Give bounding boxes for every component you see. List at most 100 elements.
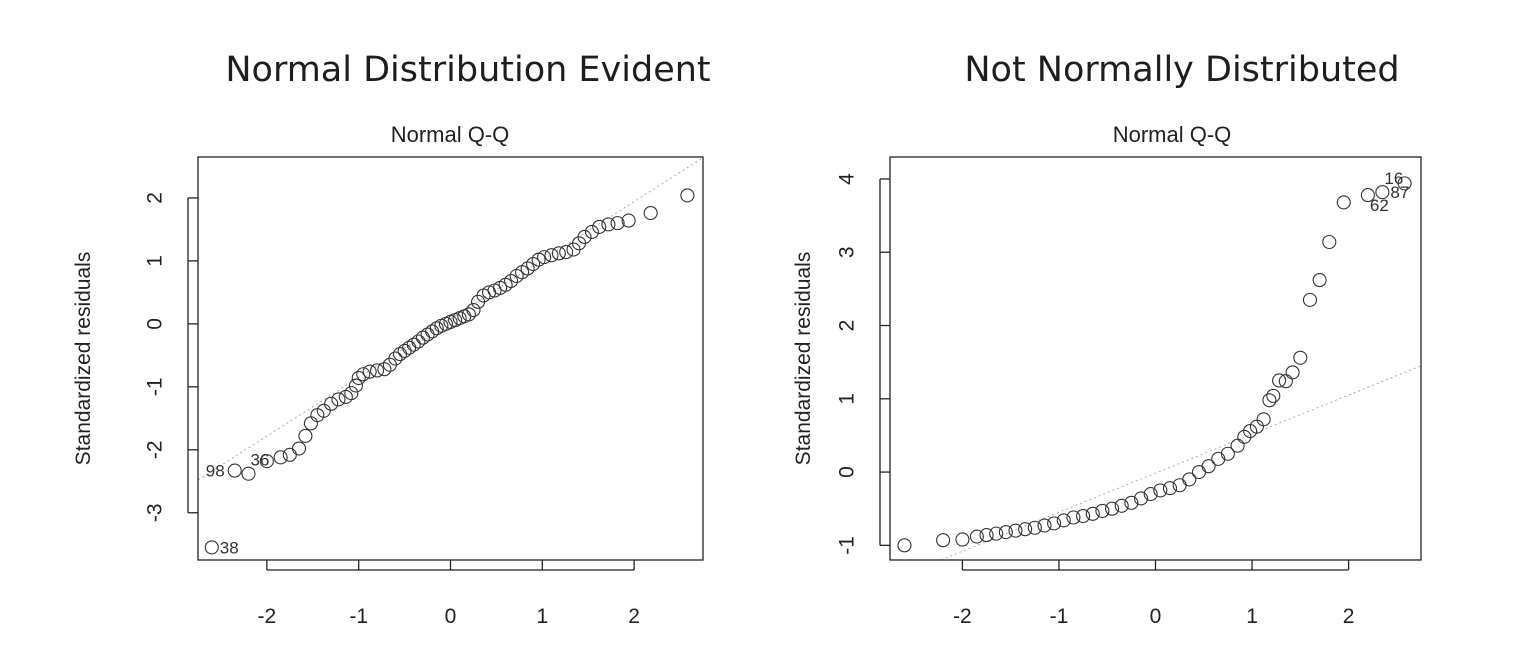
- point-annotation: 38: [220, 538, 239, 557]
- data-point: [344, 386, 359, 401]
- data-point: [592, 219, 607, 234]
- data-point: [1312, 273, 1327, 288]
- data-point: [388, 351, 403, 366]
- data-point: [420, 327, 435, 342]
- data-point: [1243, 423, 1258, 439]
- data-point: [1162, 481, 1178, 496]
- data-point: [204, 540, 219, 555]
- data-point: [1220, 446, 1235, 461]
- data-point: [1018, 522, 1033, 537]
- data-point: [1076, 508, 1091, 524]
- data-point: [537, 250, 552, 265]
- plot-area: [198, 157, 703, 555]
- data-point: [1375, 185, 1390, 200]
- data-point: [1201, 459, 1216, 474]
- plot-frame: [889, 156, 1422, 561]
- data-point: [1237, 429, 1252, 444]
- x-tick-label: 0: [445, 605, 457, 628]
- x-tick-label: -1: [1050, 605, 1069, 628]
- data-point: [298, 428, 313, 444]
- data-point: [1085, 506, 1100, 521]
- data-point: [1322, 234, 1337, 250]
- data-point: [969, 529, 984, 544]
- data-point: [1230, 438, 1245, 453]
- y-axis-label: Standardized residuals: [792, 252, 815, 466]
- data-point: [1285, 365, 1300, 380]
- y-tick-label: 3: [835, 246, 858, 258]
- data-point: [998, 525, 1013, 540]
- data-point: [979, 528, 994, 543]
- data-point: [504, 273, 519, 289]
- data-point: [1066, 510, 1081, 525]
- data-point: [324, 396, 339, 411]
- data-point: [397, 343, 412, 358]
- x-tick-label: 0: [1150, 605, 1162, 628]
- data-point: [559, 245, 574, 260]
- data-point: [411, 334, 426, 349]
- data-point: [348, 378, 363, 393]
- data-point: [377, 362, 392, 377]
- chart-title: Not Normally Distributed: [964, 50, 1400, 90]
- data-point: [621, 213, 636, 228]
- data-point: [1124, 495, 1139, 510]
- data-point: [425, 324, 440, 339]
- data-point: [643, 205, 658, 221]
- data-point: [351, 370, 366, 386]
- data-point: [955, 532, 970, 547]
- x-tick-label: 2: [628, 605, 640, 628]
- data-point: [1153, 483, 1168, 498]
- point-annotation: 36: [251, 451, 270, 470]
- x-tick-label: 2: [1343, 605, 1355, 628]
- data-point: [610, 216, 625, 231]
- data-point: [1397, 176, 1412, 191]
- reference-line: [939, 365, 1421, 560]
- data-point: [1008, 523, 1023, 538]
- x-tick-label: -1: [349, 605, 368, 628]
- data-point: [356, 367, 371, 382]
- data-point: [1047, 516, 1062, 531]
- point-annotation: 62: [1370, 196, 1389, 215]
- y-tick-label: 1: [143, 255, 166, 267]
- data-point: [1302, 292, 1318, 307]
- y-tick-label: -2: [143, 440, 166, 459]
- data-point: [282, 447, 297, 462]
- y-tick-label: 0: [835, 466, 858, 478]
- y-tick-label: 4: [835, 173, 858, 185]
- data-point: [406, 337, 421, 352]
- data-point: [584, 224, 599, 239]
- chart-panel-left: Normal Distribution Evident Normal Q-Q St…: [72, 50, 711, 628]
- data-point: [1095, 503, 1110, 518]
- point-annotation: 16: [1384, 169, 1403, 188]
- data-point: [1143, 487, 1158, 502]
- data-point: [1266, 388, 1281, 403]
- data-point: [601, 217, 616, 232]
- data-point: [1105, 501, 1120, 516]
- data-point: [461, 307, 476, 322]
- data-point: [241, 466, 256, 481]
- y-tick-label: 0: [143, 318, 166, 330]
- data-point: [1191, 465, 1206, 480]
- data-point: [680, 188, 695, 203]
- data-point: [577, 229, 592, 245]
- y-tick-label: -1: [143, 377, 166, 396]
- x-tick-label: -2: [258, 605, 277, 628]
- qq-plot-left: Normal Q-Q Standardized residuals -2 -1 0 1 2 -…: [72, 122, 704, 628]
- point-annotation: 98: [206, 462, 225, 481]
- plot-frame: [197, 156, 704, 561]
- data-point: [331, 392, 346, 407]
- data-point: [1172, 478, 1187, 493]
- data-point: [520, 261, 535, 276]
- data-point: [466, 302, 481, 318]
- chart-title: Normal Distribution Evident: [225, 50, 711, 90]
- data-point: [227, 463, 242, 478]
- plot-subtitle: Normal Q-Q: [1113, 122, 1232, 147]
- plot-subtitle: Normal Q-Q: [391, 122, 510, 147]
- data-point: [1211, 451, 1226, 466]
- data-point: [544, 248, 559, 263]
- data-point: [1114, 498, 1129, 513]
- data-point: [989, 526, 1004, 541]
- data-point: [1293, 350, 1308, 365]
- data-point: [1262, 393, 1277, 408]
- data-point: [1360, 188, 1375, 203]
- data-point: [1272, 373, 1287, 388]
